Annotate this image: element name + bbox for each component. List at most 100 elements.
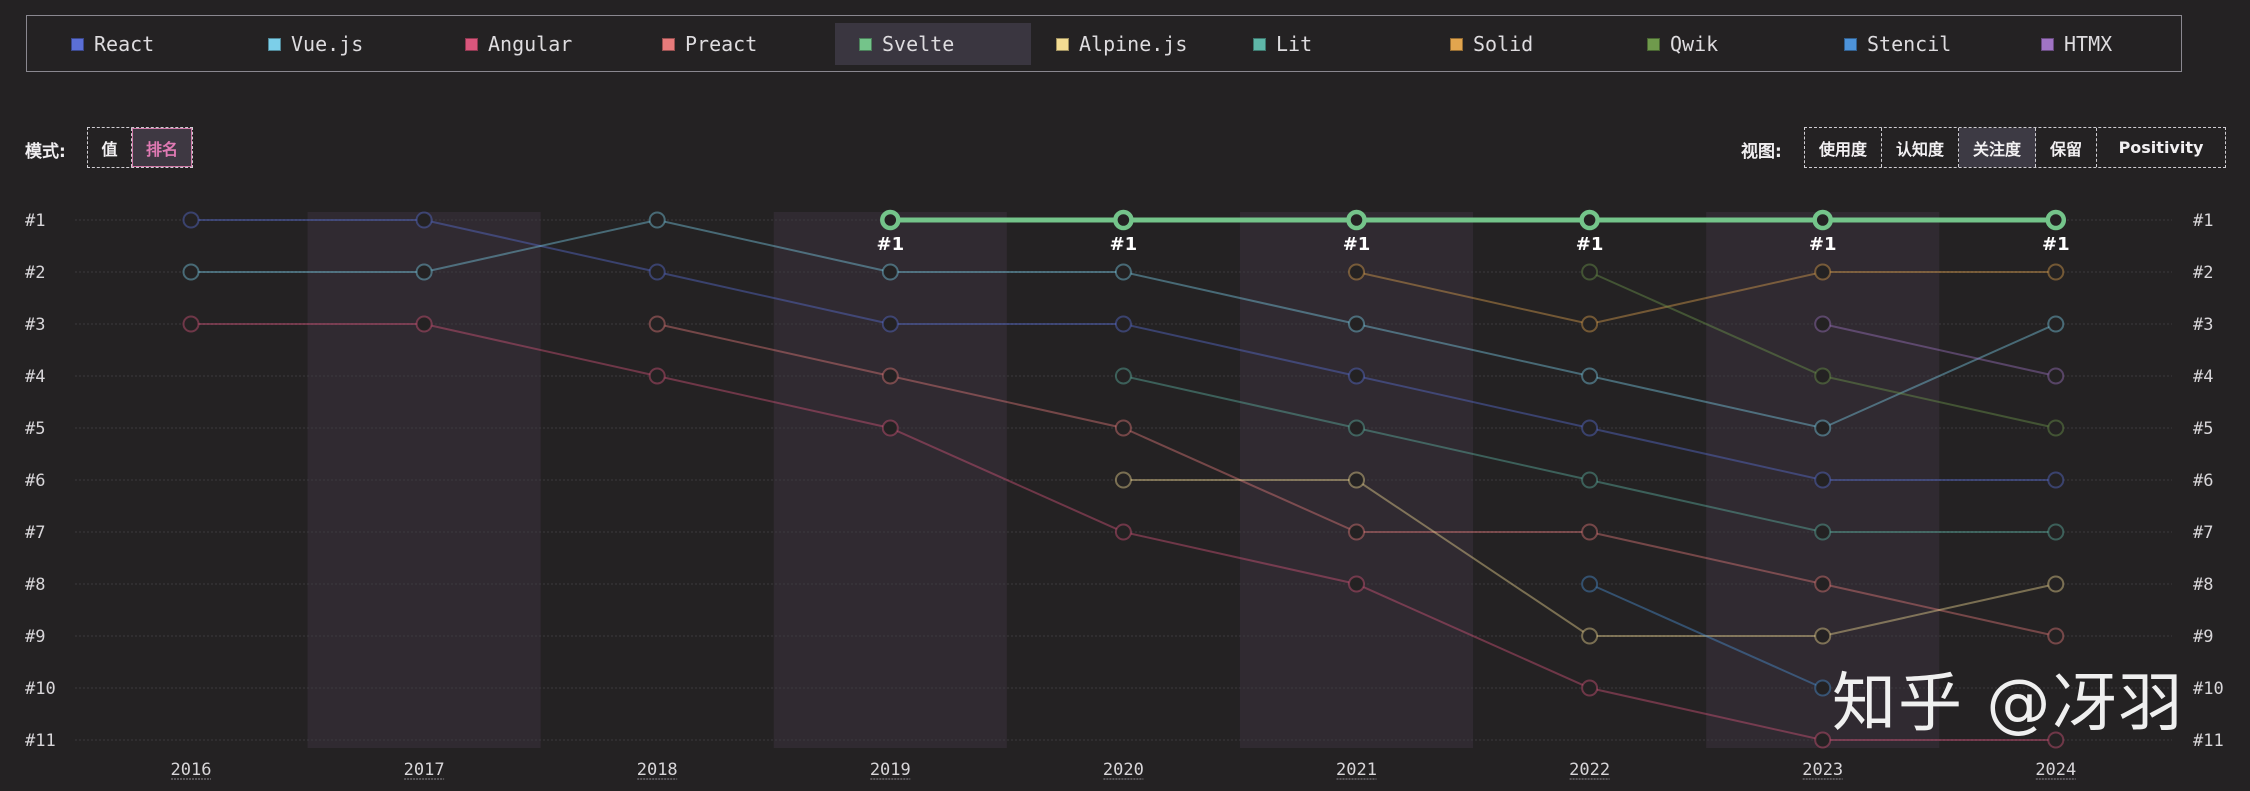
point-preact: [881, 367, 899, 385]
legend-item-react[interactable]: React: [47, 23, 243, 65]
legend-item-angular[interactable]: Angular: [441, 23, 637, 65]
y-tick-label-left: #6: [25, 471, 45, 491]
legend-item-solid[interactable]: Solid: [1426, 23, 1622, 65]
legend-item-htmx[interactable]: HTMX: [2017, 23, 2213, 65]
point-react: [648, 263, 666, 281]
legend-item-vue-js[interactable]: Vue.js: [244, 23, 440, 65]
y-tick-label-right: #4: [2193, 367, 2213, 387]
point-solid: [1581, 315, 1599, 333]
point-alpine-js: [1114, 471, 1132, 489]
point-angular: [415, 315, 433, 333]
point-vue-js: [182, 263, 200, 281]
point-svelte: [2045, 209, 2067, 231]
point-svelte: [880, 209, 901, 231]
point-vue-js: [881, 263, 899, 281]
data-label-svelte: #1: [2042, 234, 2070, 255]
mode-label: 模式:: [25, 142, 66, 162]
legend-swatch: [859, 37, 872, 51]
point-lit: [1114, 367, 1132, 385]
point-angular: [1581, 679, 1599, 697]
legend-swatch: [1647, 37, 1660, 51]
legend-item-stencil[interactable]: Stencil: [1820, 23, 2016, 65]
point-solid: [1348, 263, 1365, 281]
point-react: [1114, 315, 1132, 333]
legend-label: Qwik: [1670, 32, 1719, 56]
legend-label: Stencil: [1867, 32, 1952, 56]
view-interest-button[interactable]: 关注度: [1959, 128, 2036, 167]
legend-label: Angular: [488, 32, 573, 56]
point-angular: [1814, 731, 1832, 749]
x-tick-label: 2018: [637, 760, 678, 780]
point-react: [881, 315, 899, 333]
mode-value-button[interactable]: 值: [88, 128, 132, 167]
data-label-svelte: #1: [1110, 234, 1138, 255]
legend-swatch: [71, 37, 84, 51]
legend-label: Lit: [1276, 32, 1313, 56]
legend-label: Svelte: [882, 32, 955, 56]
point-svelte: [1579, 209, 1600, 231]
x-tick-label: 2016: [171, 760, 212, 780]
point-lit: [1348, 419, 1365, 437]
point-alpine-js: [1348, 471, 1365, 489]
point-solid: [1814, 263, 1832, 281]
legend-swatch: [1844, 37, 1857, 51]
y-tick-label-left: #3: [25, 315, 45, 335]
view-retention-button[interactable]: 保留: [2036, 128, 2097, 167]
legend-swatch: [268, 37, 281, 51]
legend-item-qwik[interactable]: Qwik: [1623, 23, 1819, 65]
x-tick-label: 2017: [404, 760, 445, 780]
y-tick-label-right: #6: [2193, 471, 2213, 491]
point-preact: [2047, 627, 2065, 645]
point-react: [1348, 367, 1365, 385]
point-htmx: [1814, 315, 1832, 333]
view-awareness-button[interactable]: 认知度: [1882, 128, 1959, 167]
point-qwik: [1814, 367, 1832, 385]
legend-item-alpine-js[interactable]: Alpine.js: [1032, 23, 1228, 65]
point-lit: [2047, 523, 2065, 541]
mode-rank-button[interactable]: 排名: [132, 128, 192, 167]
legend-label: Vue.js: [291, 32, 364, 56]
data-label-svelte: #1: [1343, 234, 1371, 255]
point-preact: [1814, 575, 1832, 593]
legend-item-preact[interactable]: Preact: [638, 23, 834, 65]
data-label-svelte: #1: [1576, 234, 1604, 255]
legend-swatch: [2041, 37, 2054, 51]
point-svelte: [1113, 209, 1134, 231]
point-qwik: [2047, 419, 2065, 437]
point-svelte: [1346, 209, 1367, 231]
y-tick-label-right: #3: [2193, 315, 2213, 335]
legend-item-svelte[interactable]: Svelte: [835, 23, 1031, 65]
view-toggle: 使用度 认知度 关注度 保留 Positivity: [1804, 127, 2226, 168]
legend-item-lit[interactable]: Lit: [1229, 23, 1425, 65]
point-angular: [1348, 575, 1365, 593]
point-vue-js: [1114, 263, 1132, 281]
point-react: [1814, 471, 1832, 489]
data-label-svelte: #1: [1809, 234, 1837, 255]
y-tick-label-left: #5: [25, 419, 45, 439]
point-react: [415, 211, 433, 229]
point-angular: [2047, 731, 2065, 749]
point-stencil: [1814, 679, 1832, 697]
point-lit: [1581, 471, 1599, 489]
view-positivity-button[interactable]: Positivity: [2118, 138, 2204, 157]
x-tick-label: 2019: [870, 760, 911, 780]
y-tick-label-right: #11: [2193, 731, 2224, 751]
point-preact: [648, 315, 666, 333]
point-solid: [2047, 263, 2065, 281]
point-vue-js: [1348, 315, 1365, 333]
legend-swatch: [1056, 37, 1069, 51]
y-tick-label-left: #11: [25, 731, 56, 751]
y-tick-label-right: #9: [2193, 627, 2213, 647]
view-usage-button[interactable]: 使用度: [1805, 128, 1882, 167]
legend-label: Preact: [685, 32, 758, 56]
y-tick-label-right: #1: [2193, 211, 2213, 231]
view-label: 视图:: [1741, 142, 1782, 162]
mode-toggle: 值 排名: [87, 127, 193, 168]
y-tick-label-left: #8: [25, 575, 45, 595]
point-angular: [1114, 523, 1132, 541]
y-tick-label-right: #8: [2193, 575, 2213, 595]
point-lit: [1814, 523, 1832, 541]
legend: React Vue.js Angular Preact Svelte Alpine.js L…: [26, 15, 2182, 72]
watermark: 知乎 @冴羽: [1832, 667, 2185, 741]
